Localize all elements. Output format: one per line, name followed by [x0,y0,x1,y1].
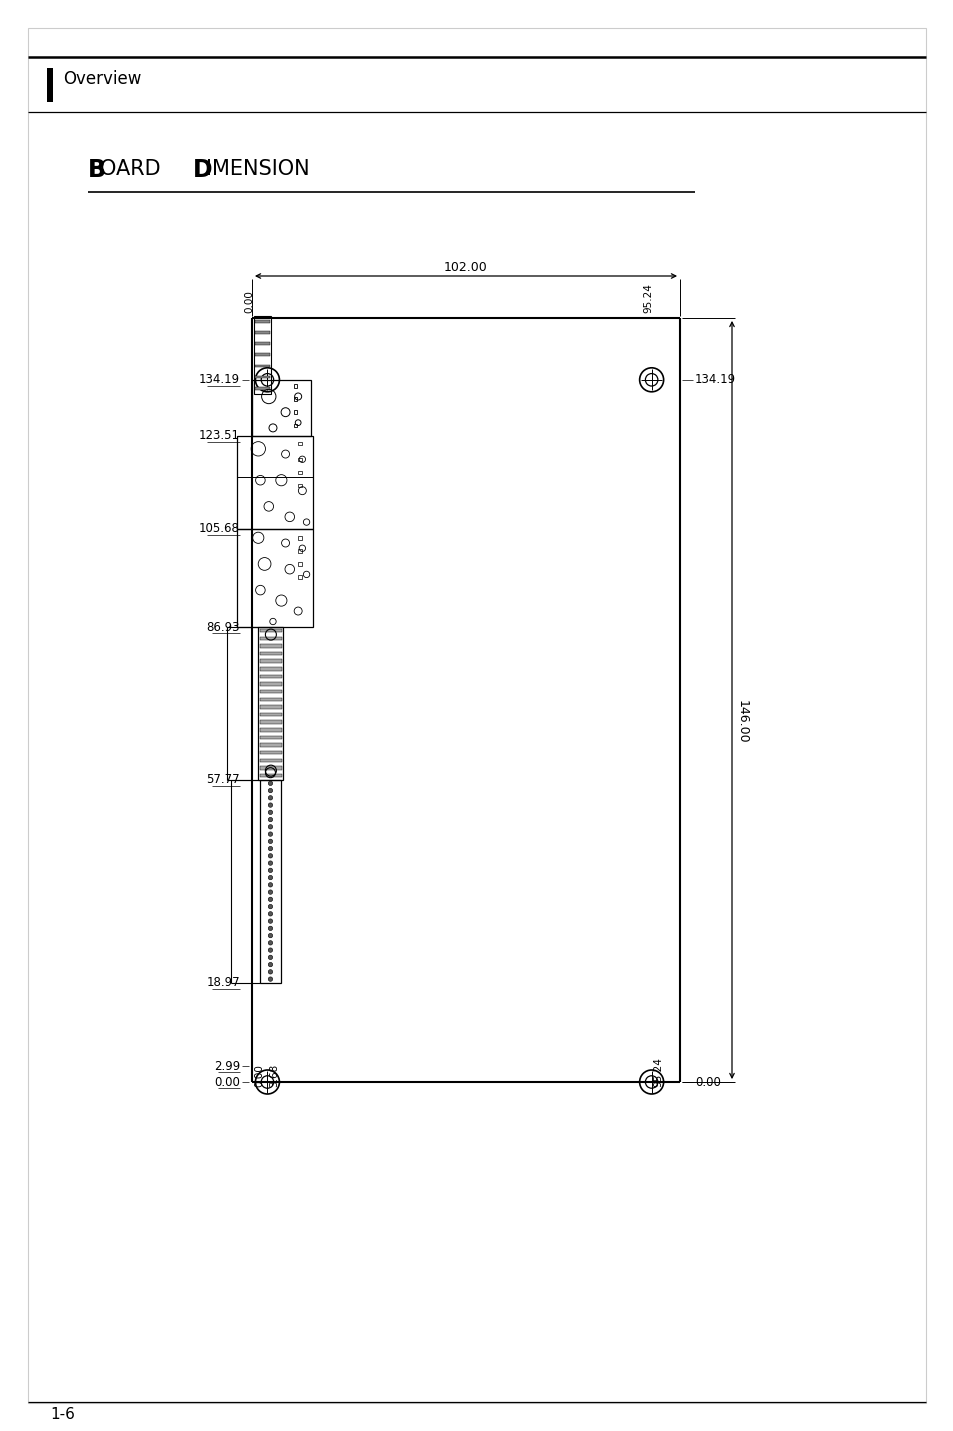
Text: 0.00: 0.00 [253,1065,264,1088]
Text: 3.68: 3.68 [269,1063,279,1088]
Bar [252,379,311,435]
Bar [259,720,282,724]
Text: 0.00: 0.00 [213,1076,240,1089]
Circle shape [268,947,273,952]
Text: 146.00: 146.00 [735,700,748,744]
Text: 95.24: 95.24 [653,1058,663,1088]
Bar [259,728,282,731]
Bar [259,667,282,671]
Text: 134.19: 134.19 [695,373,736,386]
Circle shape [268,970,273,975]
Bar [259,637,282,640]
Bar [259,644,282,648]
Bar [254,365,270,368]
Bar [298,458,301,461]
Bar [260,780,280,983]
Bar [259,683,282,685]
Circle shape [268,904,273,909]
Bar [254,331,270,333]
Bar [259,758,282,763]
Text: B: B [88,157,106,182]
Circle shape [268,846,273,851]
Bar [259,660,282,663]
Bar [294,424,297,426]
Circle shape [268,897,273,902]
Bar [259,766,282,770]
Text: 2.99: 2.99 [213,1060,240,1073]
Circle shape [268,854,273,859]
Circle shape [268,890,273,894]
Circle shape [268,796,273,800]
Bar [254,342,270,345]
Circle shape [268,839,273,843]
Circle shape [268,861,273,866]
Bar [298,442,301,445]
Bar [259,751,282,754]
Text: 57.77: 57.77 [206,773,240,786]
Circle shape [268,912,273,916]
Bar [298,562,301,565]
Text: Overview: Overview [63,70,141,87]
Bar [254,386,270,389]
Bar [254,321,270,323]
Bar [298,484,301,487]
Circle shape [268,883,273,887]
Text: D: D [193,157,213,182]
Text: 102.00: 102.00 [444,260,487,273]
Bar [47,69,53,102]
Bar [298,537,301,539]
Circle shape [268,963,273,967]
Text: 18.97: 18.97 [206,976,240,989]
Bar [259,651,282,655]
Bar [254,353,270,356]
Bar [237,435,313,529]
Bar [259,674,282,678]
Circle shape [268,869,273,873]
Bar [298,471,301,474]
Circle shape [268,933,273,937]
Text: 95.24: 95.24 [643,283,653,313]
Bar [259,628,282,633]
Text: 134.19: 134.19 [198,373,240,386]
Text: OARD: OARD [100,159,167,179]
Text: IMENSION: IMENSION [206,159,310,179]
Bar [259,690,282,694]
Circle shape [268,940,273,944]
Circle shape [268,781,273,786]
Circle shape [268,803,273,807]
Bar [298,550,301,552]
Circle shape [268,926,273,930]
Bar [259,697,282,701]
Circle shape [268,977,273,982]
Circle shape [268,876,273,880]
Bar [294,398,297,401]
Bar [259,705,282,708]
Bar [259,774,282,777]
Circle shape [268,831,273,836]
Text: 0.00: 0.00 [244,290,253,313]
Bar [259,736,282,740]
Bar [237,529,313,627]
Circle shape [268,817,273,821]
Bar [259,743,282,747]
Circle shape [268,788,273,793]
Circle shape [268,919,273,923]
Bar [253,316,271,394]
Text: 1-6: 1-6 [50,1407,74,1422]
Circle shape [268,824,273,829]
Text: 123.51: 123.51 [199,429,240,442]
Circle shape [268,954,273,960]
Bar [294,385,297,388]
Text: 0.00: 0.00 [695,1076,720,1089]
Circle shape [268,810,273,814]
Bar [294,411,297,414]
Bar [298,575,301,578]
Bar [258,627,283,780]
Bar [259,713,282,717]
Text: 105.68: 105.68 [199,522,240,535]
Text: 86.93: 86.93 [206,621,240,634]
Bar [254,375,270,378]
